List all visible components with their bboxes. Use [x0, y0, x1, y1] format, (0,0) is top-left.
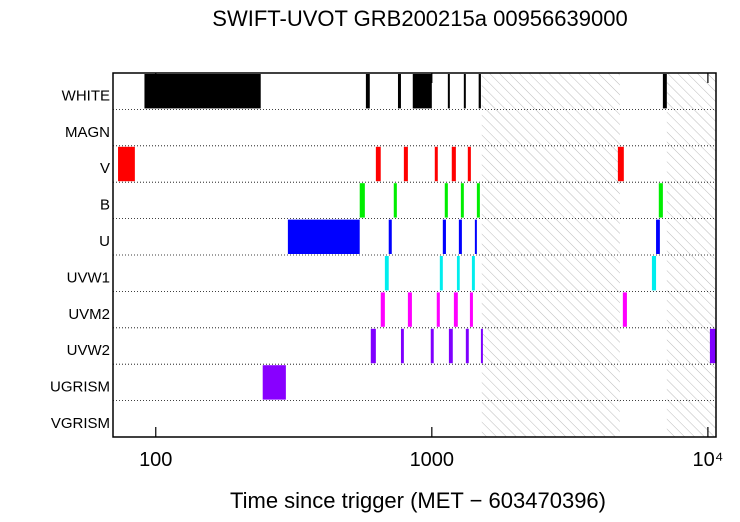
exposure-bar: [478, 74, 481, 109]
row-label: U: [99, 233, 110, 250]
exposure-bar: [458, 219, 462, 254]
exposure-bar: [656, 219, 660, 254]
exposure-bar: [447, 74, 450, 109]
exposure-bar: [144, 74, 261, 109]
exposure-bar: [118, 146, 135, 182]
exposure-bar: [412, 74, 432, 109]
exposure-bar: [456, 256, 460, 291]
exposure-bar: [463, 74, 466, 109]
exposure-bar: [617, 146, 624, 182]
exposure-bar: [476, 183, 480, 218]
exposure-bar: [662, 74, 667, 109]
exposure-bar: [465, 328, 469, 364]
exposure-bar: [439, 256, 443, 291]
exposure-bar: [436, 292, 440, 327]
x-tick-label: 10⁴: [692, 449, 723, 471]
exposure-bar: [444, 183, 448, 218]
exposure-bar: [658, 183, 663, 218]
x-tick-label: 1000: [410, 449, 455, 471]
exposure-bar: [451, 146, 456, 182]
exposure-bar: [400, 328, 404, 364]
exposure-bar: [460, 183, 464, 218]
plot-frame: [112, 72, 717, 438]
x-tick-label: 100: [139, 449, 172, 471]
exposure-bar: [287, 219, 360, 254]
exposure-bar: [434, 146, 438, 182]
exposure-bar: [467, 146, 471, 182]
row-label: UVW2: [67, 342, 110, 359]
exposure-bar: [651, 256, 657, 291]
chart-title: SWIFT-UVOT GRB200215a 00956639000: [212, 6, 627, 31]
exposure-bar: [380, 292, 385, 327]
row-label: B: [100, 197, 110, 214]
exposure-bar: [370, 328, 376, 364]
exposure-bar: [262, 365, 286, 400]
row-label: UVM2: [68, 306, 110, 323]
row-label: UGRISM: [50, 379, 110, 396]
exposure-bar: [453, 292, 458, 327]
exposure-bar: [397, 74, 401, 109]
exposure-bar: [375, 146, 381, 182]
exposure-bar: [365, 74, 370, 109]
exposure-bar: [388, 219, 392, 254]
exposure-bar: [384, 256, 389, 291]
exposure-bar: [474, 219, 477, 254]
exposure-bar: [359, 183, 365, 218]
row-label: V: [100, 160, 110, 177]
exposure-bar: [480, 328, 483, 364]
x-axis-label: Time since trigger (MET − 603470396): [230, 488, 606, 513]
exposure-bar: [471, 256, 475, 291]
exposure-bar: [709, 328, 716, 364]
row-label: VGRISM: [51, 415, 110, 432]
exposure-bar: [442, 219, 446, 254]
exposure-bar: [448, 328, 453, 364]
exposure-bar: [393, 183, 397, 218]
exposure-bar: [430, 328, 434, 364]
exposure-bar: [407, 292, 412, 327]
row-label: MAGN: [65, 124, 110, 141]
exposure-bar: [403, 146, 408, 182]
exposure-bar: [622, 292, 627, 327]
exposure-bar: [469, 292, 473, 327]
row-label: WHITE: [62, 87, 110, 104]
row-label: UVW1: [67, 269, 110, 286]
